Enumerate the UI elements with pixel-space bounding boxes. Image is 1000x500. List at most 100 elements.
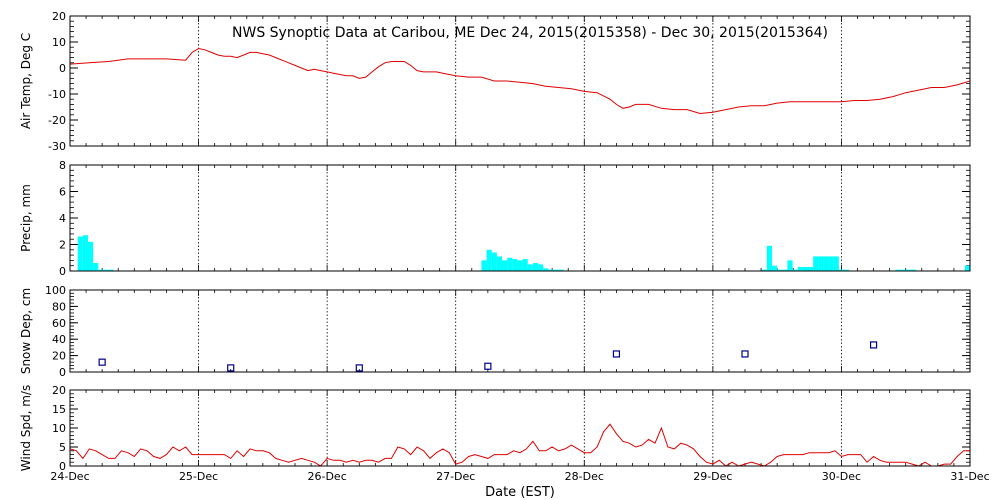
snow-depth-point [227, 364, 235, 372]
data-layer [98, 341, 878, 372]
precip-bar [802, 267, 808, 271]
precip-bar [532, 263, 538, 271]
y-tick-label: 20 [52, 10, 66, 23]
precip-bar [481, 260, 487, 271]
y-tick-label: 0 [59, 265, 66, 278]
precip-bar [964, 265, 970, 271]
panel-4: 0 5 10 15 20 Wind Spd, m/s [19, 384, 971, 473]
y-axis-label: Air Temp, Deg C [19, 33, 33, 129]
wind-speed-line [70, 423, 970, 466]
precip-bar [548, 269, 554, 271]
x-tick-label: 31-Dec [950, 470, 989, 483]
panels: -30 -20 -10 0 10 20 Air Temp, Deg C 0 2 4 6 8 Precip… [19, 10, 990, 483]
snow-depth-point [355, 364, 363, 372]
precip-bar [502, 260, 508, 271]
y-tick-label: 100 [45, 284, 66, 297]
precip-bar [782, 269, 788, 271]
y-axis-label: Precip, mm [19, 184, 33, 252]
x-tick-label: 24-Dec [50, 470, 89, 483]
y-tick-label: 0 [59, 460, 66, 473]
y-tick-label: 80 [52, 300, 66, 313]
precip-bar [818, 256, 824, 271]
panel-3: 0 20 40 60 80 100 Snow Dep, cm [19, 284, 971, 379]
panel-frame [69, 389, 971, 467]
precip-bar [98, 269, 104, 271]
y-tick-label: 8 [59, 159, 66, 172]
x-tick-label: 28-Dec [565, 470, 604, 483]
y-tick-label: 10 [52, 36, 66, 49]
y-tick-label: 40 [52, 333, 66, 346]
x-tick-label: 27-Dec [436, 470, 475, 483]
precip-bar [496, 256, 502, 271]
precip-bar [507, 257, 513, 271]
precip-bar [108, 269, 114, 271]
y-tick-label: 2 [59, 239, 66, 252]
precip-bar [905, 269, 911, 271]
y-tick-label: 10 [52, 422, 66, 435]
precip-bar [558, 269, 564, 271]
precip-bar [761, 269, 767, 271]
snow-depth-point [869, 341, 878, 349]
chart-title: NWS Synoptic Data at Caribou, ME Dec 24,… [232, 25, 828, 41]
precip-bar [517, 260, 523, 271]
y-tick-label: -10 [48, 88, 66, 101]
panel-frame [69, 164, 971, 272]
x-tick-label: 25-Dec [179, 470, 218, 483]
snow-depth-point [741, 350, 749, 358]
x-tick-label: 29-Dec [693, 470, 732, 483]
precip-bar [543, 268, 549, 271]
y-tick-label: -20 [48, 114, 66, 127]
y-tick-label: 60 [52, 317, 66, 330]
precip-bar [553, 269, 559, 271]
precip-bar [787, 260, 793, 271]
precip-bar [808, 267, 814, 271]
snow-depth-point [98, 358, 106, 366]
precip-bar [88, 241, 94, 271]
precip-bar [527, 264, 533, 271]
precip-bar [823, 256, 829, 271]
precip-bar [522, 259, 528, 271]
y-tick-label: 20 [52, 350, 66, 363]
precip-bar [792, 269, 798, 271]
precip-bar [93, 263, 99, 271]
precip-bar [512, 259, 518, 271]
data-layer [77, 235, 970, 271]
y-tick-label: 6 [59, 186, 66, 199]
precip-bar [772, 265, 778, 271]
precip-bar [766, 245, 772, 271]
precip-bar [77, 236, 83, 271]
precip-bar [103, 269, 109, 271]
y-tick-label: 20 [52, 384, 66, 397]
precip-bar [82, 235, 88, 271]
precip-bar [833, 256, 839, 271]
y-axis-label: Wind Spd, m/s [19, 385, 33, 471]
panel-frame [69, 15, 971, 147]
precip-bar [910, 269, 916, 271]
y-tick-label: -30 [48, 140, 66, 153]
precip-bar [797, 267, 803, 271]
snow-depth-point [484, 362, 492, 370]
y-tick-label: 4 [59, 212, 66, 225]
precip-bar [895, 269, 901, 271]
panel-frame [69, 289, 971, 373]
precip-bar [838, 269, 844, 271]
y-axis-label: Snow Dep, cm [19, 288, 33, 374]
precip-bar [538, 264, 544, 271]
y-tick-label: 0 [59, 62, 66, 75]
panel-2: 0 2 4 6 8 Precip, mm [19, 159, 971, 278]
x-axis-label: Date (EST) [485, 485, 555, 500]
data-layer [70, 47, 970, 115]
precip-bar [777, 269, 783, 271]
air-temp-line [70, 47, 970, 115]
y-tick-label: 5 [59, 441, 66, 454]
snow-depth-point [612, 350, 621, 358]
precip-bar [486, 249, 492, 271]
y-tick-label: 0 [59, 366, 66, 379]
precip-bar [813, 256, 819, 271]
precip-bar [900, 269, 906, 271]
panel-1: -30 -20 -10 0 10 20 Air Temp, Deg C [19, 10, 971, 153]
y-tick-label: 15 [52, 403, 66, 416]
precip-bar [828, 256, 834, 271]
precip-bar [491, 252, 497, 271]
